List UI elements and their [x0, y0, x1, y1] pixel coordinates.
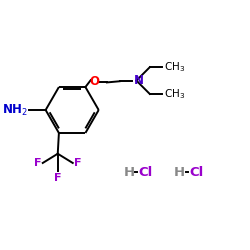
Text: F: F [34, 158, 42, 168]
Text: F: F [74, 158, 82, 168]
Text: O: O [89, 75, 99, 88]
Text: H: H [174, 166, 185, 179]
Text: N: N [134, 74, 143, 87]
Text: Cl: Cl [138, 166, 152, 179]
Text: H: H [123, 166, 134, 179]
Text: Cl: Cl [189, 166, 203, 179]
Text: NH$_2$: NH$_2$ [2, 102, 28, 118]
Text: F: F [54, 173, 62, 183]
Text: CH$_3$: CH$_3$ [164, 87, 185, 101]
Text: CH$_3$: CH$_3$ [164, 60, 185, 74]
